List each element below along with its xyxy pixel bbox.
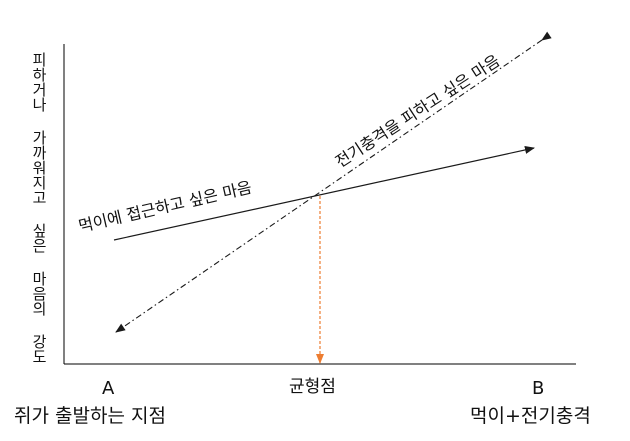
equilibrium-label: 균형점: [289, 377, 336, 397]
point-a-caption: 쥐가 출발하는 지점: [14, 405, 166, 427]
approach-line: [113, 146, 535, 241]
avoidance-line: [115, 31, 552, 333]
point-b-caption: 먹이+전기충격: [470, 405, 591, 427]
approach-line-label: 먹이에 접근하고 싶은 마음: [77, 178, 254, 236]
avoidance-line-label: 전기충격을 피하고 싶은 마음: [332, 51, 503, 171]
y-axis-label: 피하거나 가까워지고 싶은 마음의 강도: [30, 52, 48, 364]
point-a-letter: A: [102, 378, 115, 399]
point-b-letter: B: [532, 378, 545, 399]
